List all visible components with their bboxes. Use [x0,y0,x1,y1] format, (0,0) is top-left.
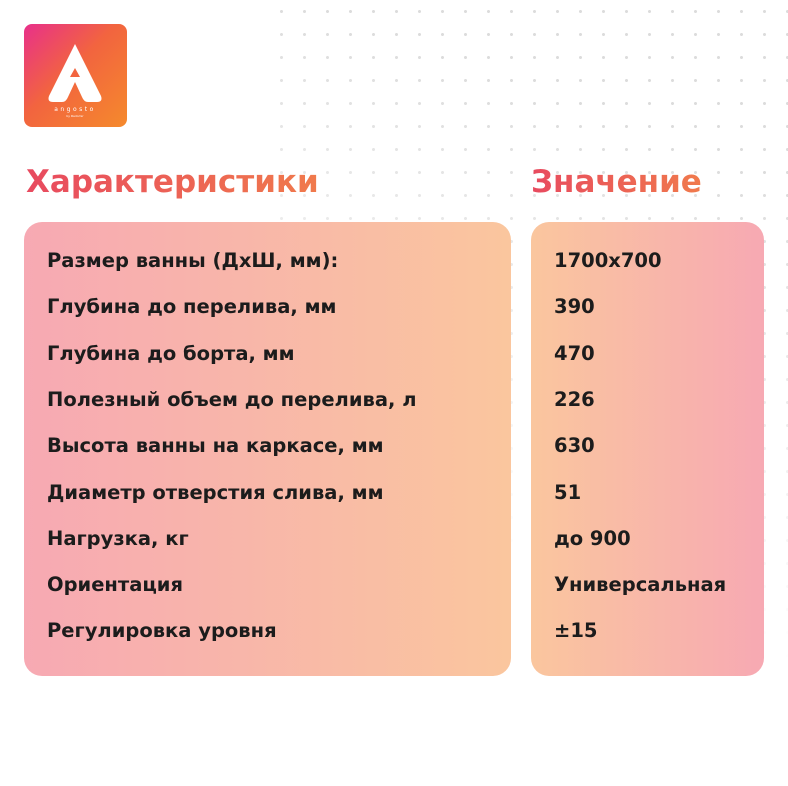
characteristic-value: 390 [554,295,595,319]
angosto-logo: angosto by Radomir [24,24,127,127]
characteristic-value: 226 [554,387,595,411]
characteristic-label: Глубина до перелива, мм [47,295,337,319]
characteristic-label: Размер ванны (ДхШ, мм): [47,249,339,272]
characteristic-value: 51 [554,480,582,504]
characteristic-label: Ориентация [47,573,183,597]
value-heading: Значение [531,164,702,200]
logo-a-icon: angosto by Radomir [48,44,102,118]
characteristic-label: Полезный объем до перелива, л [47,387,417,411]
characteristics-panel [24,222,511,676]
characteristics-heading: Характеристики [26,164,319,200]
characteristic-label: Регулировка уровня [47,619,277,643]
characteristic-value: 470 [554,341,595,365]
characteristic-value: 630 [554,434,595,458]
values-panel [531,222,764,676]
characteristic-value: до 900 [554,526,631,550]
characteristic-label: Нагрузка, кг [47,526,189,550]
characteristic-value: 1700x700 [554,249,662,272]
svg-text:angosto: angosto [54,106,96,113]
characteristic-label: Глубина до борта, мм [47,341,295,365]
characteristic-value: Универсальная [554,573,727,597]
characteristic-label: Диаметр отверстия слива, мм [47,480,384,504]
characteristic-value: ±15 [554,619,598,643]
characteristic-label: Высота ванны на каркасе, мм [47,434,384,458]
svg-text:by Radomir: by Radomir [66,114,84,118]
